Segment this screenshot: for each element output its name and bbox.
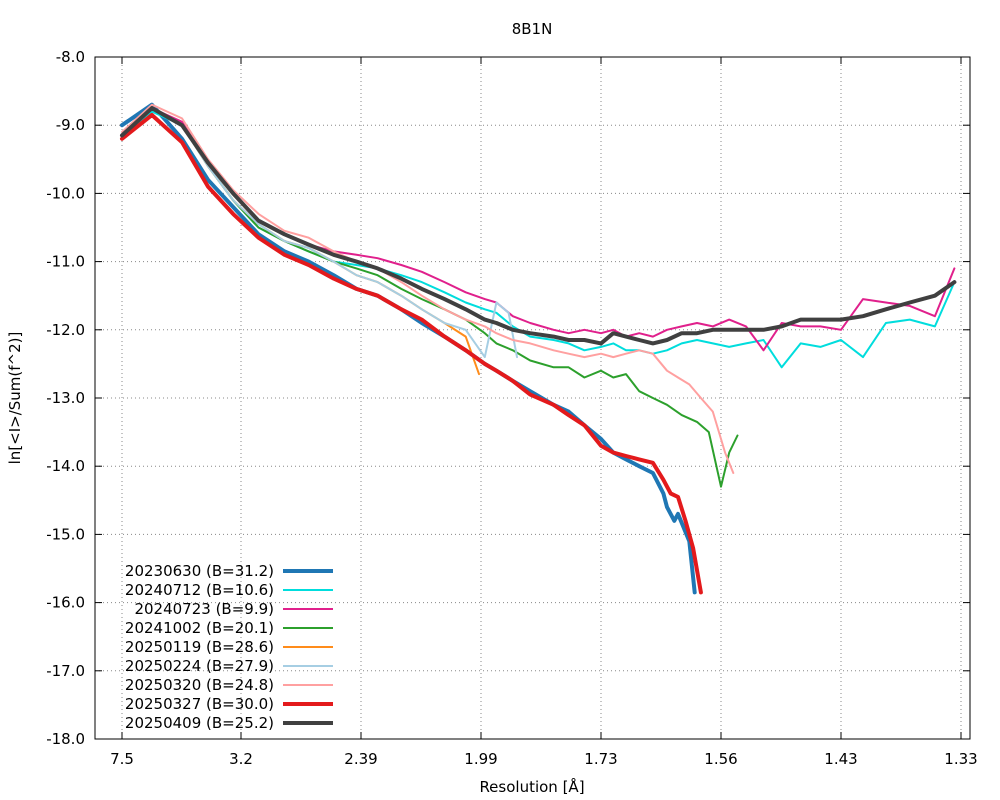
y-tick-label: -17.0 [46, 662, 85, 680]
legend-label: 20230630 (B=31.2) [125, 562, 274, 580]
chart-title: 8B1N [512, 20, 553, 38]
y-tick-label: -9.0 [56, 116, 85, 134]
legend-label: 20240712 (B=10.6) [125, 581, 274, 599]
legend: 20230630 (B=31.2)20240712 (B=10.6)202407… [125, 562, 333, 732]
y-tick-label: -13.0 [46, 389, 85, 407]
y-tick-label: -15.0 [46, 525, 85, 543]
series-line [121, 110, 956, 369]
x-tick-label: 2.39 [344, 750, 377, 768]
plot-frame [94, 56, 971, 740]
legend-label: 20240723 (B=9.9) [134, 600, 274, 618]
y-tick-label: -14.0 [46, 457, 85, 475]
legend-label: 20250327 (B=30.0) [125, 695, 274, 713]
x-tick-label: 1.33 [944, 750, 977, 768]
series-line [120, 102, 697, 595]
x-tick-label: 7.5 [110, 750, 134, 768]
x-tick-label: 1.43 [824, 750, 857, 768]
series-line [120, 113, 703, 595]
y-tick-label: -10.0 [46, 184, 85, 202]
series-line [121, 107, 739, 488]
series-line [120, 106, 957, 346]
y-axis-label: ln[<I>/Sum(f^2)] [6, 332, 24, 465]
series-lines [120, 102, 957, 595]
legend-label: 20250409 (B=25.2) [125, 714, 274, 732]
x-axis-ticks: 7.5 3.2 2.39 1.99 1.73 1.56 1.43 1.33 [110, 57, 978, 768]
series-line [121, 107, 518, 359]
legend-label: 20250119 (B=28.6) [125, 638, 274, 656]
x-tick-label: 1.73 [584, 750, 617, 768]
y-tick-label: -12.0 [46, 321, 85, 339]
x-tick-label: 1.56 [704, 750, 737, 768]
series-line [121, 103, 735, 474]
legend-label: 20241002 (B=20.1) [125, 619, 274, 637]
y-axis-ticks: -8.0 -9.0 -10.0 -11.0 -12.0 -13.0 -14.0 -15.0 -1… [46, 48, 970, 748]
y-tick-label: -18.0 [46, 730, 85, 748]
legend-label: 20250320 (B=24.8) [125, 676, 274, 694]
x-axis-label: Resolution [Å] [479, 777, 584, 796]
x-tick-label: 1.99 [464, 750, 497, 768]
x-tick-label: 3.2 [229, 750, 253, 768]
legend-label: 20250224 (B=27.9) [125, 657, 274, 675]
grid-lines [95, 57, 970, 739]
y-tick-label: -8.0 [56, 48, 85, 66]
y-tick-label: -11.0 [46, 253, 85, 271]
y-tick-label: -16.0 [46, 594, 85, 612]
